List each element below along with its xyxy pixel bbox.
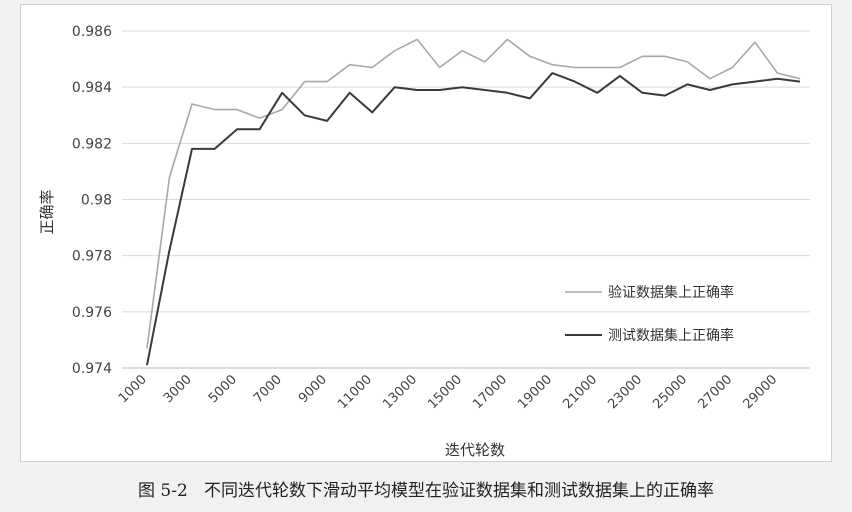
series-lines: [146, 38, 801, 366]
y-axis-ticks: 0.974 0.976 0.978 0.98 0.982 0.984 0.986: [72, 24, 112, 377]
test-accuracy-line: [146, 72, 801, 366]
y-axis-title: 正确率: [38, 189, 56, 234]
x-axis-ticks: 1000 3000 5000 7000 9000 11000 13000 15000 17000…: [116, 372, 780, 412]
x-tick-label: 17000: [470, 372, 510, 412]
chart-frame: [20, 4, 832, 462]
y-tick-label: 0.974: [72, 361, 112, 377]
x-tick-label: 27000: [695, 372, 735, 412]
x-tick-label: 15000: [425, 372, 465, 412]
x-tick-label: 11000: [335, 372, 375, 412]
legend-label: 测试数据集上正确率: [608, 327, 734, 344]
y-tick-label: 0.978: [72, 249, 112, 265]
x-tick-label: 23000: [605, 372, 645, 412]
x-axis-title: 迭代轮数: [445, 441, 505, 459]
legend-label: 验证数据集上正确率: [608, 284, 734, 301]
y-tick-label: 0.98: [81, 193, 112, 209]
validation-accuracy-line: [146, 38, 801, 349]
x-tick-label: 3000: [161, 372, 195, 406]
x-tick-label: 29000: [740, 372, 780, 412]
x-tick-label: 5000: [206, 372, 240, 406]
figure-caption: 图 5-2 不同迭代轮数下滑动平均模型在验证数据集和测试数据集上的正确率: [138, 481, 714, 501]
y-tick-label: 0.976: [72, 305, 112, 321]
x-tick-label: 1000: [116, 372, 150, 406]
x-tick-label: 19000: [515, 372, 555, 412]
line-chart: 0.974 0.976 0.978 0.98 0.982 0.984 0.986 1000 3…: [38, 24, 810, 459]
x-tick-label: 21000: [560, 372, 600, 412]
x-tick-label: 13000: [380, 372, 420, 412]
x-tick-label: 9000: [296, 372, 330, 406]
y-tick-label: 0.982: [72, 136, 112, 152]
y-tick-label: 0.984: [72, 80, 112, 96]
x-tick-label: 25000: [650, 372, 690, 412]
x-tick-label: 7000: [251, 372, 285, 406]
y-tick-label: 0.986: [72, 24, 112, 40]
gridlines: [122, 30, 810, 369]
